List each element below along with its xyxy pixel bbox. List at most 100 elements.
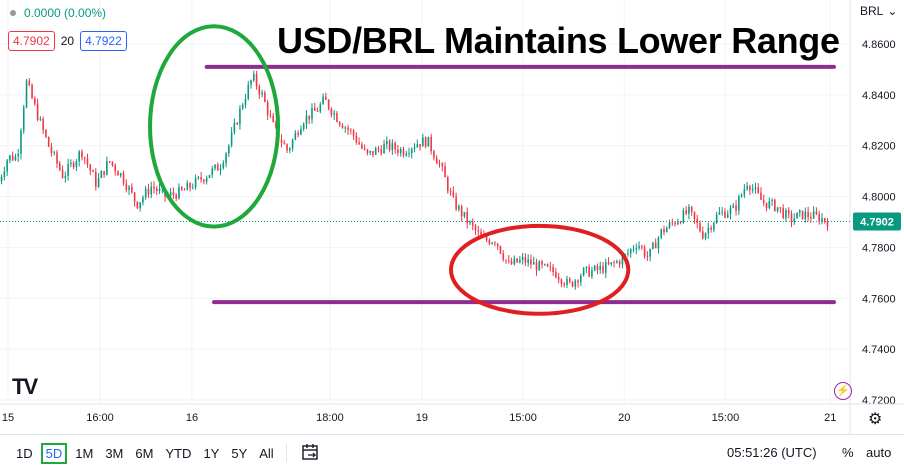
- candle-body: [682, 210, 685, 223]
- candle-body: [762, 199, 765, 203]
- candle-body: [172, 192, 175, 195]
- lightning-icon[interactable]: ⚡: [834, 382, 852, 400]
- candle-body: [768, 201, 771, 209]
- candle-body: [516, 258, 518, 263]
- x-tick-label: 20: [618, 412, 630, 424]
- candle-body: [463, 212, 466, 217]
- candle-body: [233, 123, 236, 133]
- candle-body: [460, 206, 463, 217]
- range-button-6m[interactable]: 6M: [135, 445, 154, 461]
- candle-body: [410, 148, 413, 154]
- candle-body: [815, 211, 818, 214]
- candle-body: [261, 92, 263, 95]
- candle-body: [507, 260, 510, 262]
- candle-body: [424, 137, 427, 147]
- candle-body: [17, 154, 20, 157]
- candle-body: [358, 142, 360, 145]
- calendar-range-icon[interactable]: [301, 442, 321, 465]
- candle-body: [280, 139, 283, 143]
- candle-body: [480, 231, 482, 236]
- candle-body: [441, 163, 444, 167]
- candle-body: [247, 84, 250, 99]
- candle-body: [291, 139, 294, 149]
- x-tick-label: 18:00: [316, 412, 344, 424]
- candle-body: [521, 256, 524, 260]
- candle-body: [823, 218, 826, 222]
- candle-body: [139, 202, 141, 209]
- range-button-all[interactable]: All: [259, 445, 274, 461]
- candle-body: [754, 187, 757, 189]
- bid-price-button[interactable]: 4.7902: [8, 31, 55, 51]
- candle-body: [355, 135, 358, 143]
- range-button-1d[interactable]: 1D: [16, 445, 33, 461]
- candle-body: [408, 153, 410, 155]
- candle-body: [0, 176, 3, 182]
- currency-selector[interactable]: BRL ⌄: [860, 4, 897, 18]
- candle-body: [117, 171, 119, 176]
- candle-body: [192, 187, 194, 189]
- x-tick-label: 15:00: [509, 412, 537, 424]
- candle-body: [513, 258, 516, 265]
- gear-icon[interactable]: ⚙: [868, 411, 883, 428]
- candle-body: [776, 207, 779, 211]
- candle-body: [158, 188, 161, 192]
- candle-body: [743, 188, 746, 195]
- range-button-1m[interactable]: 1M: [75, 445, 94, 461]
- candle-body: [555, 272, 557, 278]
- candle-body: [39, 118, 42, 120]
- candle-body: [807, 211, 809, 218]
- candle-body: [685, 210, 687, 214]
- candle-body: [89, 164, 92, 171]
- range-button-3m[interactable]: 3M: [105, 445, 124, 461]
- candle-body: [67, 164, 69, 176]
- utc-clock[interactable]: 05:51:26 (UTC): [727, 445, 817, 460]
- candle-body: [643, 247, 646, 257]
- candle-body: [9, 155, 11, 161]
- y-tick-label: 4.7400: [862, 344, 896, 356]
- candle-body: [433, 151, 435, 158]
- candle-body: [250, 80, 252, 85]
- candle-body: [169, 192, 172, 196]
- candle-body: [510, 261, 513, 265]
- candle-body: [239, 108, 241, 125]
- candle-body: [757, 187, 760, 193]
- candle-body: [494, 242, 496, 244]
- candle-body: [72, 162, 75, 168]
- percent-scale-toggle[interactable]: %: [842, 445, 854, 460]
- candle-body: [696, 218, 699, 224]
- candle-body: [435, 157, 438, 164]
- candle-body: [654, 242, 657, 249]
- candle-body: [225, 153, 227, 164]
- y-tick-label: 4.8600: [862, 39, 896, 51]
- candle-body: [325, 96, 327, 100]
- candle-body: [519, 259, 521, 263]
- candle-body: [75, 161, 78, 168]
- candle-body: [86, 158, 89, 165]
- range-buttons: 1D 5D 1M 3M 6M YTD 1Y 5Y All: [8, 442, 278, 464]
- candle-body: [200, 176, 202, 180]
- candle-body: [228, 145, 230, 154]
- candle-body: [427, 136, 430, 147]
- candle-body: [610, 262, 613, 265]
- red-highlight-ellipse: [448, 223, 631, 316]
- range-button-ytd[interactable]: YTD: [165, 445, 192, 461]
- range-button-1y[interactable]: 1Y: [203, 445, 220, 461]
- candle-body: [704, 233, 707, 239]
- candle-body: [746, 186, 748, 189]
- candle-body: [241, 104, 244, 109]
- ask-price-button[interactable]: 4.7922: [80, 31, 127, 51]
- range-button-5y[interactable]: 5Y: [231, 445, 248, 461]
- range-button-5d[interactable]: 5D: [40, 442, 68, 464]
- candle-body: [25, 80, 28, 108]
- auto-scale-toggle[interactable]: auto: [866, 445, 892, 460]
- candle-body: [652, 242, 654, 249]
- candle-body: [710, 227, 712, 230]
- candle-body: [275, 122, 277, 128]
- candle-body: [133, 192, 136, 202]
- candle-body: [546, 264, 549, 267]
- candle-body: [236, 123, 238, 125]
- candle-body: [142, 197, 144, 203]
- candle-body: [20, 130, 22, 155]
- candle-body: [627, 253, 629, 255]
